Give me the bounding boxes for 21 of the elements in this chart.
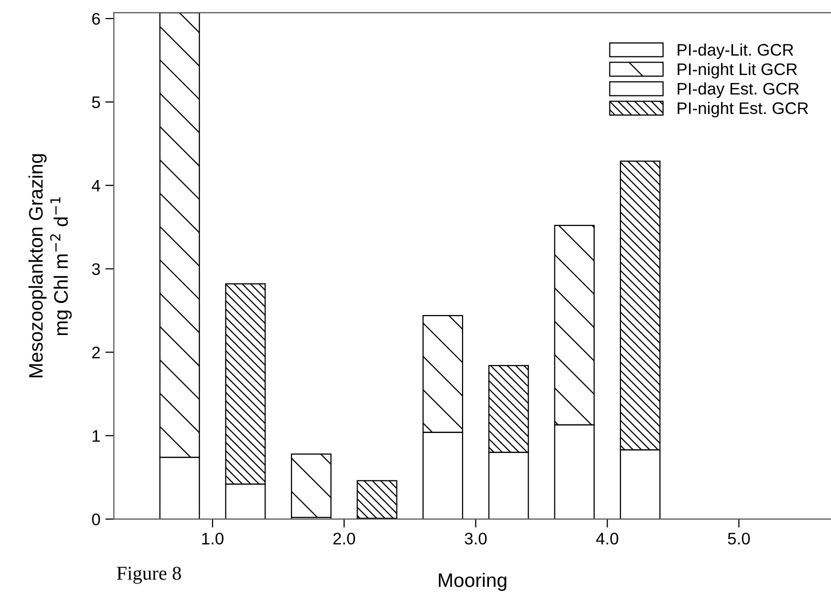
- bar: [356, 480, 398, 519]
- x-tick-label: 3.0: [464, 532, 487, 545]
- y-tick-label: 3: [92, 263, 100, 276]
- x-axis-title: Mooring: [438, 572, 506, 591]
- y-tick-label: 2: [92, 346, 100, 358]
- x-tick-label: 2.0: [333, 532, 356, 545]
- legend-label: PI-day Est. GCR: [678, 82, 799, 98]
- x-tick-label: 4.0: [596, 532, 618, 545]
- y-tick-label: 0: [92, 513, 100, 526]
- legend-label: PI-night Est. GCR: [678, 102, 808, 118]
- legend-label: PI-night Lit GCR: [678, 62, 797, 78]
- y-tick-label: 5: [92, 96, 100, 108]
- caption: Figure 8: [116, 566, 181, 584]
- y-axis-title: Mesozooplankton Grazing mg Chl m$^{−2}$ d$^{−1}$: [28, 154, 72, 378]
- x-tick-label: 5.0: [728, 532, 750, 545]
- y-tick-label: 1: [92, 430, 100, 442]
- bar: [290, 453, 332, 518]
- y-tick-label: 6: [92, 12, 100, 25]
- legend-label: PI-day-Lit. GCR: [678, 43, 794, 60]
- x-tick-label: 1.0: [202, 532, 224, 545]
- y-tick-label: 4: [92, 180, 100, 192]
